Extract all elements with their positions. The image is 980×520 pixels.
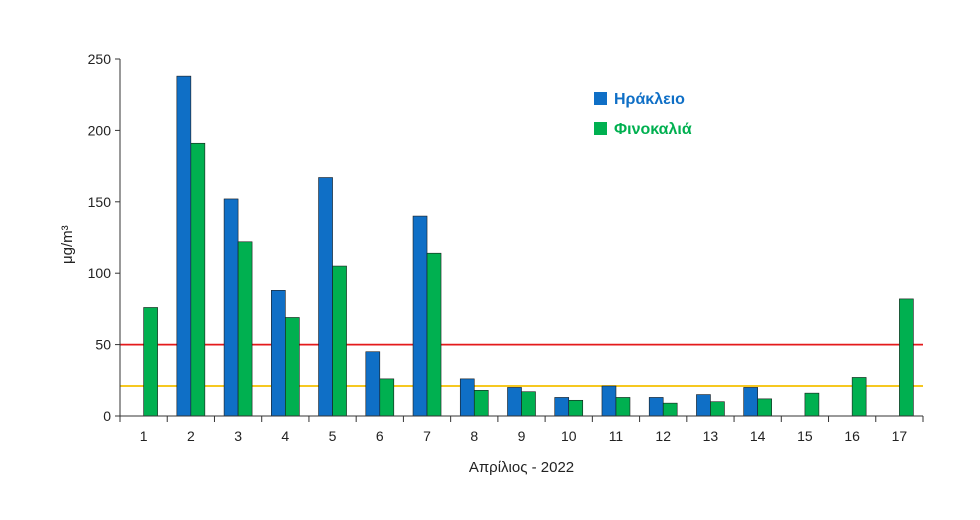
bar-finokalia-16	[851, 377, 867, 417]
bar-finokalia-12	[662, 402, 678, 417]
bar-heraklion-8	[459, 378, 475, 417]
y-axis-title: μg/m³	[59, 225, 76, 264]
bar-finokalia-17	[899, 298, 914, 417]
y-tick-label: 100	[88, 265, 112, 281]
legend-swatch-heraklion	[594, 92, 607, 105]
bar-heraklion-13	[696, 394, 711, 417]
x-tick-label: 11	[609, 428, 624, 444]
x-axis-ticks: 1 2 3 4 5 6 7 8 9 10 11 12 13 14 15 16 17	[119, 416, 924, 444]
bar-finokalia-5	[332, 265, 347, 417]
y-tick-label: 250	[88, 51, 112, 67]
x-tick-label: 14	[750, 428, 766, 444]
x-tick-label: 2	[187, 428, 195, 444]
bar-finokalia-14	[757, 398, 772, 417]
x-tick-label: 12	[655, 428, 671, 444]
x-tick-label: 10	[561, 428, 577, 444]
bar-finokalia-13	[710, 401, 725, 417]
bar-finokalia-2	[190, 142, 206, 417]
y-tick-label: 150	[88, 194, 112, 210]
bar-heraklion-6	[365, 351, 381, 417]
bar-heraklion-7	[412, 215, 428, 417]
x-tick-label: 16	[844, 428, 860, 444]
bar-heraklion-5	[318, 177, 333, 417]
y-tick-label: 50	[95, 337, 111, 353]
legend-label-heraklion: Ηράκλειο	[614, 91, 685, 108]
bar-finokalia-11	[615, 397, 631, 417]
bar-heraklion-3	[223, 198, 239, 417]
bar-finokalia-6	[379, 378, 395, 417]
y-axis-ticks: 0 50 100 150 200 250	[88, 51, 120, 424]
x-tick-label: 8	[470, 428, 478, 444]
legend-label-finokalia: Φινοκαλιά	[614, 121, 692, 138]
bars	[143, 75, 914, 417]
bar-finokalia-4	[285, 317, 300, 417]
reference-lines	[120, 343, 923, 387]
x-tick-label: 13	[703, 428, 719, 444]
x-tick-label: 1	[140, 428, 148, 444]
x-tick-label: 5	[329, 428, 337, 444]
y-tick-label: 200	[88, 122, 112, 138]
bar-heraklion-10	[554, 397, 570, 417]
bar-heraklion-11	[601, 385, 617, 417]
bar-heraklion-4	[271, 290, 286, 417]
x-tick-label: 6	[376, 428, 384, 444]
bar-finokalia-8	[473, 389, 489, 417]
bar-finokalia-9	[521, 391, 536, 417]
x-tick-label: 9	[518, 428, 526, 444]
bar-finokalia-10	[568, 399, 584, 417]
x-tick-label: 4	[281, 428, 289, 444]
x-tick-label: 3	[234, 428, 242, 444]
bar-finokalia-15	[804, 392, 820, 417]
bar-heraklion-12	[648, 397, 664, 417]
x-tick-label: 17	[892, 428, 908, 444]
bar-heraklion-9	[507, 387, 522, 417]
bar-finokalia-3	[237, 241, 253, 417]
x-tick-label: 15	[797, 428, 813, 444]
axes	[119, 59, 923, 417]
bar-finokalia-7	[426, 252, 442, 417]
x-axis-title: Απρίλιος - 2022	[469, 459, 574, 476]
bar-heraklion-2	[176, 75, 192, 417]
x-tick-label: 7	[423, 428, 431, 444]
legend: Ηράκλειο Φινοκαλιά	[594, 91, 692, 138]
y-tick-label: 0	[103, 408, 111, 424]
legend-swatch-finokalia	[594, 122, 607, 135]
bar-heraklion-14	[743, 387, 758, 417]
bar-finokalia-1	[143, 307, 158, 417]
